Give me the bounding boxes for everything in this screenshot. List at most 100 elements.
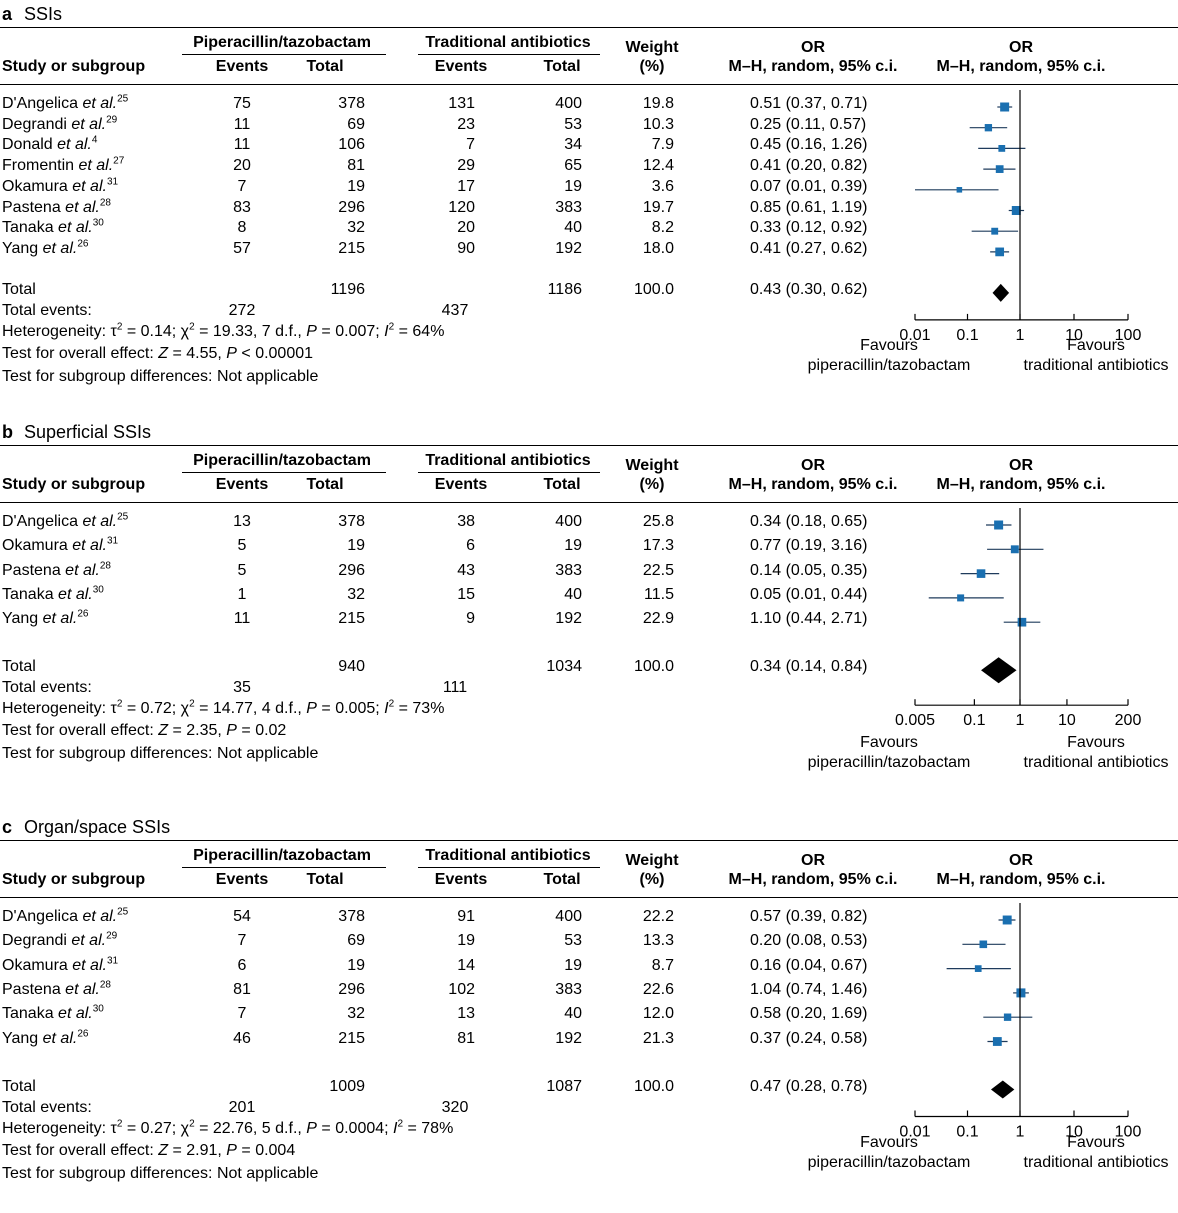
col-weight-header: Weight	[625, 852, 679, 869]
favours-left-1: Favours	[860, 1133, 918, 1151]
study-author: D'Angelica et al.25	[2, 907, 128, 926]
events-trad: 81	[457, 1029, 475, 1047]
effect-marker	[1016, 988, 1026, 998]
study-author-name: Pastena	[2, 561, 61, 579]
study-author: Yang et al.26	[2, 1028, 89, 1048]
overall-effect-text: Test for overall effect: Z = 2.91, P = 0…	[2, 1141, 296, 1159]
or-ci-text: 0.25 (0.11, 0.57)	[750, 115, 867, 133]
study-author-name: Donald	[2, 136, 53, 154]
study-author-name: Degrandi	[2, 115, 67, 133]
weight-value: 22.6	[642, 980, 674, 998]
study-author: Tanaka et al.30	[2, 585, 104, 604]
group-header-pip: Piperacillin/tazobactam	[193, 847, 371, 864]
weight-value: 8.2	[651, 219, 674, 237]
panel-top-rule	[0, 27, 1178, 28]
group-underline-trad	[418, 867, 600, 868]
total-events-trad: 111	[442, 679, 468, 697]
col-or-plot-method: M–H, random, 95% c.i.	[936, 476, 1106, 493]
total-pip: 378	[338, 95, 365, 112]
total-or-ci-text: 0.47 (0.28, 0.78)	[750, 1077, 868, 1095]
effect-marker	[956, 187, 963, 193]
forest-panel-b: b Superficial SSIs Piperacillin/tazobactam…	[0, 418, 1178, 818]
panel-letter: c	[2, 817, 13, 837]
total-events-label: Total events:	[2, 301, 92, 319]
study-author: Donald et al.4	[2, 136, 97, 154]
weight-value: 19.7	[642, 198, 674, 216]
events-pip: 11	[233, 115, 251, 133]
reference-number: 31	[106, 176, 119, 188]
total-pip: 940	[338, 658, 365, 676]
study-author-name: Tanaka	[2, 219, 54, 237]
pooled-effect-diamond	[992, 283, 1010, 302]
favours-right-2: traditional antibiotics	[1023, 754, 1169, 772]
overall-effect-text: Test for overall effect: Z = 4.55, P < 0…	[2, 344, 314, 362]
panel-title: SSIs	[24, 4, 63, 24]
group-header-pip: Piperacillin/tazobactam	[193, 34, 371, 51]
total-events-label: Total events:	[2, 679, 92, 697]
reference-number: 25	[117, 511, 129, 523]
forest-plot-b: 0.005 0.1 1 10 200	[895, 508, 1141, 729]
total-pip: 32	[347, 1005, 365, 1023]
events-trad: 102	[448, 980, 475, 998]
et-al-text: et al.	[65, 198, 100, 216]
total-trad: 400	[555, 908, 582, 925]
events-pip: 7	[237, 932, 247, 950]
col-or-header: OR	[801, 457, 825, 474]
tau2-value: 0.72	[140, 700, 172, 718]
total-trad: 192	[555, 1029, 582, 1047]
events-trad: 38	[457, 513, 475, 530]
study-author-name: Yang	[2, 610, 39, 628]
col-weight-unit: (%)	[639, 58, 665, 75]
het-p-value: 0.005	[335, 700, 376, 718]
group-underline-pip	[182, 472, 386, 473]
or-ci-text: 0.41 (0.27, 0.62)	[750, 239, 868, 257]
subgroup-test-text: Test for subgroup differences: Not appli…	[2, 745, 319, 763]
study-author: Yang et al.26	[2, 239, 88, 258]
or-ci-text: 0.45 (0.16, 1.26)	[750, 136, 868, 154]
col-or-header: OR	[801, 852, 825, 869]
effect-marker	[984, 124, 993, 132]
total-trad: 40	[564, 1005, 582, 1023]
effect-marker	[992, 1037, 1002, 1046]
study-author-name: Degrandi	[2, 932, 67, 950]
col-or-plot-header: OR	[1009, 457, 1033, 474]
study-author-name: Okamura	[2, 537, 68, 555]
total-pip: 69	[347, 932, 365, 950]
weight-value: 3.6	[651, 177, 674, 195]
study-author-name: Okamura	[2, 177, 68, 195]
favours-left-1: Favours	[860, 336, 918, 354]
events-trad: 15	[457, 585, 475, 603]
i2-value: 73%	[412, 700, 445, 718]
i2-value: 78%	[421, 1119, 454, 1137]
weight-value: 11.5	[644, 585, 674, 603]
reference-number: 26	[77, 1028, 89, 1040]
et-al-text: et al.	[82, 95, 118, 112]
study-author: Pastena et al.28	[2, 198, 111, 217]
col-or-plot-method: M–H, random, 95% c.i.	[936, 871, 1106, 888]
study-author: Fromentin et al.27	[2, 156, 124, 175]
total-trad: 192	[555, 610, 582, 628]
x-tick-label: 100	[1115, 327, 1142, 344]
het-p-op: =	[321, 1119, 331, 1137]
events-pip: 11	[233, 610, 251, 628]
group-underline-trad	[418, 54, 600, 55]
tau2-value: 0.14	[140, 322, 172, 340]
group-header-trad: Traditional antibiotics	[425, 34, 591, 51]
overall-p-op: =	[241, 1141, 251, 1159]
total-label: Total	[2, 1077, 36, 1095]
group-header-trad: Traditional antibiotics	[425, 847, 591, 864]
events-pip: 8	[237, 219, 247, 237]
subgroup-test-text: Test for subgroup differences: Not appli…	[2, 367, 319, 385]
x-tick-label: 100	[1115, 1124, 1142, 1141]
or-ci-text: 0.34 (0.18, 0.65)	[750, 513, 868, 530]
et-al-text: et al.	[58, 219, 93, 237]
events-trad: 91	[457, 908, 475, 925]
col-weight-header: Weight	[625, 39, 679, 56]
heterogeneity-text: Heterogeneity: τ2 = 0.14; χ2 = 19.33, 7 …	[2, 321, 445, 340]
events-trad: 131	[448, 95, 475, 112]
or-ci-text: 0.16 (0.04, 0.67)	[750, 956, 868, 974]
total-pip: 296	[338, 561, 365, 579]
reference-number: 4	[91, 135, 98, 147]
pooled-effect-diamond	[981, 657, 1017, 684]
x-tick-label: 10	[1058, 712, 1076, 729]
